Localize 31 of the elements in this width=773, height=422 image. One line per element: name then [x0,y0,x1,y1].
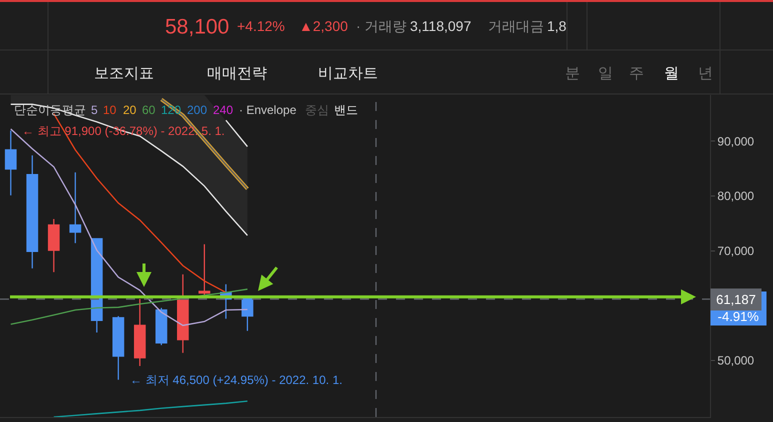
annotation: ← 최저 46,500 (+24.95%) - 2022. 10. 1. [130,373,342,387]
text: 3,118,097 [410,18,472,34]
y-tick-label: 90,000 [717,134,754,148]
text: 년 [698,65,713,82]
text: 분 [565,65,580,82]
y-tick-label: 80,000 [717,189,754,204]
text: 비교차트 [318,65,378,82]
text: 밴드 [334,103,358,117]
legend-label: 240 [213,103,234,117]
text: ▲2,300 [299,18,348,34]
chart-title: 58,100 [165,15,230,38]
text: 1,8 [547,18,567,34]
ref-line-label: 61,187 [716,292,756,307]
text: · 거래량 [356,18,407,34]
text: 일 [598,65,613,82]
text: 거래대금 [488,18,544,34]
text: 보조지표 [94,65,154,82]
text: 10 [103,103,117,117]
text: 5 [91,103,98,117]
text: 주 [629,65,644,82]
text: 60 [142,103,156,117]
text: 중심 [305,103,329,117]
text: 20 [123,103,137,117]
y-tick-label: 50,000 [717,354,754,368]
text: +4.12% [237,18,285,34]
text: -4.91% [718,309,760,324]
text: 매매전략 [207,65,267,82]
legend-label: 200 [187,103,208,117]
y-tick-label: 70,000 [717,244,754,258]
text: 월 [664,65,679,82]
annotation: · Envelope [239,103,297,117]
